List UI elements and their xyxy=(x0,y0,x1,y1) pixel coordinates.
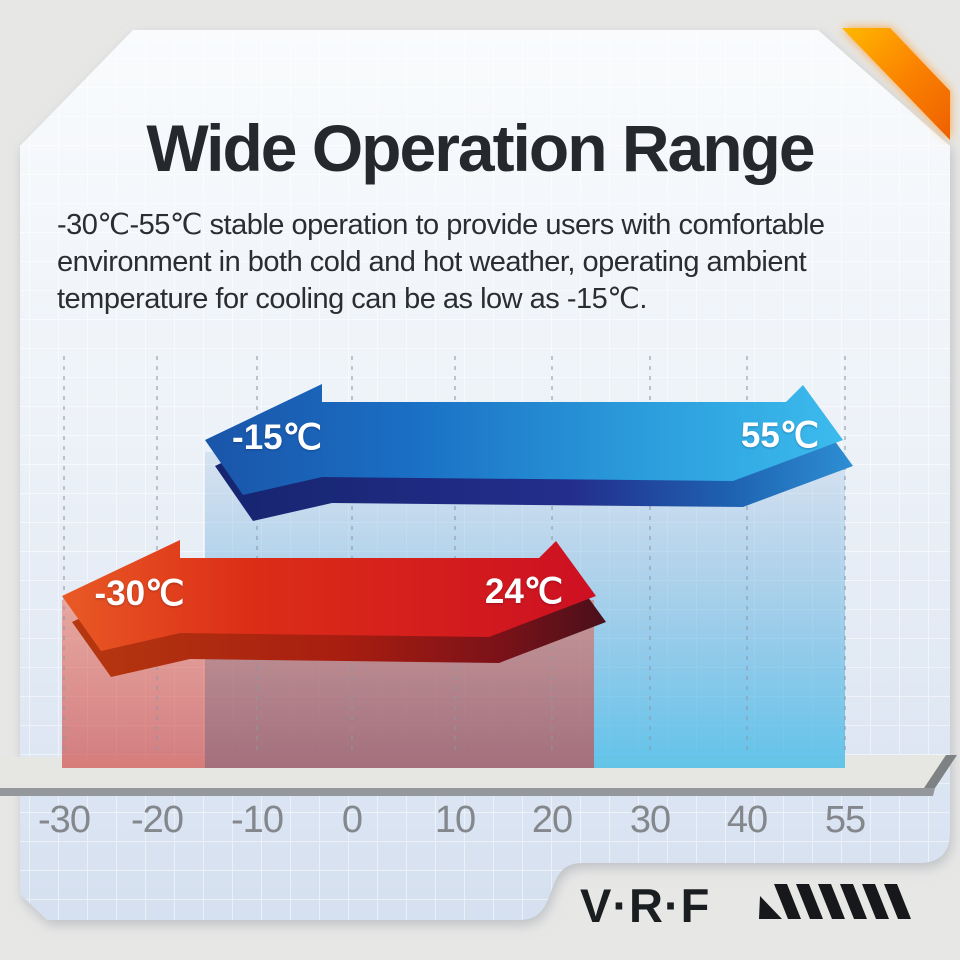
heating-arrow-face xyxy=(62,540,596,651)
cooling-arrow-face xyxy=(205,384,843,495)
description: -30℃-55℃ stable operation to provide use… xyxy=(57,207,825,318)
x-axis-tick-labels: -30 -20 -10 0 10 20 30 40 55 xyxy=(0,799,960,843)
dashed-gridlines xyxy=(63,356,846,755)
cooling-start-label: -15℃ xyxy=(232,418,322,457)
axis-tick-label: 30 xyxy=(629,799,671,841)
description-line-1: -30℃-55℃ stable operation to provide use… xyxy=(57,209,825,241)
hazard-stripes-icon xyxy=(759,884,911,919)
heating-range-arrow xyxy=(62,540,606,677)
heating-end-label: 24℃ xyxy=(484,572,564,611)
axis-tick-label: -10 xyxy=(231,799,284,841)
description-line-2: environment in both cold and hot weather… xyxy=(57,246,807,278)
corner-ribbon xyxy=(842,28,950,140)
axis-tick-label: -30 xyxy=(38,799,91,841)
axis-tick-label: 20 xyxy=(531,799,573,841)
axis-front-face xyxy=(0,788,935,796)
axis-end-cap xyxy=(924,755,957,788)
heating-start-label: -30℃ xyxy=(94,574,185,613)
page-title: Wide Operation Range xyxy=(146,111,815,185)
cooling-end-label: 55℃ xyxy=(740,416,820,455)
description-line-3: temperature for cooling can be as low as… xyxy=(57,283,647,315)
axis-tick-label: 40 xyxy=(726,799,768,841)
vrf-logo-text: V·R·F xyxy=(580,879,711,932)
cooling-range-arrow xyxy=(205,384,853,521)
axis-tick-label: 55 xyxy=(824,799,866,841)
axis-tick-label: 10 xyxy=(434,799,476,841)
axis-tick-label: 0 xyxy=(341,799,363,841)
axis-tick-label: -20 xyxy=(131,799,184,841)
